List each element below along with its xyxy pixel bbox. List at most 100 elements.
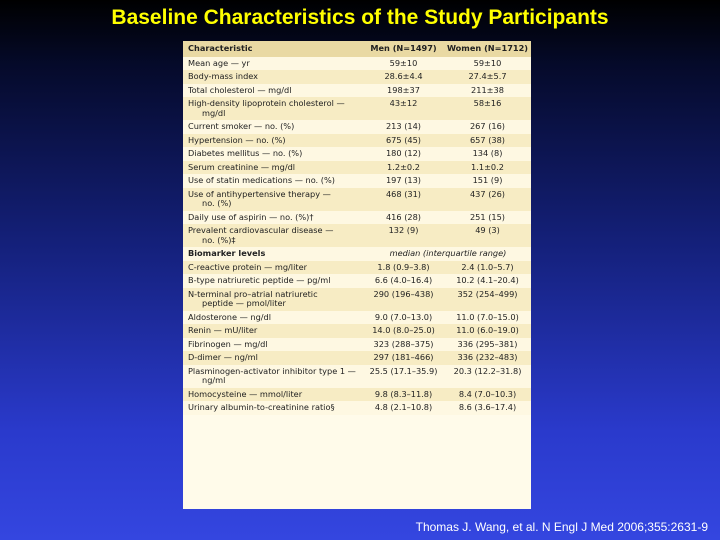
women-value: 8.4 (7.0–10.3): [444, 387, 531, 401]
women-value: 11.0 (6.0–19.0): [444, 324, 531, 338]
row-label: N-terminal pro–atrial natriuretic peptide…: [183, 287, 363, 311]
row-label: Prevalent cardiovascular disease — no. (%…: [183, 224, 363, 247]
row-label-text: Diabetes mellitus — no. (%): [188, 148, 303, 158]
row-label: Total cholesterol — mg/dl: [183, 83, 363, 97]
row-label: Current smoker — no. (%): [183, 120, 363, 134]
men-value: 213 (14): [363, 120, 444, 134]
men-value: 132 (9): [363, 224, 444, 247]
row-label-text: N-terminal pro–atrial natriuretic: [188, 288, 318, 299]
row-label: Hypertension — no. (%): [183, 133, 363, 147]
row-label-text: Use of statin medications — no. (%): [188, 175, 335, 185]
women-value: 58±16: [444, 97, 531, 120]
men-value: 28.6±4.4: [363, 70, 444, 84]
table-row: B-type natriuretic peptide — pg/ml 6.6 (4…: [183, 274, 531, 288]
table-header-row: Characteristic Men (N=1497) Women (N=171…: [183, 41, 531, 57]
women-value: 2.4 (1.0–5.7): [444, 260, 531, 274]
row-label: Use of statin medications — no. (%): [183, 174, 363, 188]
row-label: Fibrinogen — mg/dl: [183, 337, 363, 351]
row-label-text: Daily use of aspirin — no. (%)†: [188, 211, 314, 222]
table-row: Serum creatinine — mg/dl 1.2±0.2 1.1±0.2: [183, 160, 531, 174]
men-value: 323 (288–375): [363, 337, 444, 351]
row-label-text: Current smoker — no. (%): [188, 121, 295, 131]
row-label-text: Use of antihypertensive therapy —: [188, 188, 331, 199]
header-men: Men (N=1497): [363, 41, 444, 57]
men-value: 1.2±0.2: [363, 160, 444, 174]
row-label: Mean age — yr: [183, 56, 363, 70]
row-label: B-type natriuretic peptide — pg/ml: [183, 274, 363, 288]
men-value: 290 (196–438): [363, 287, 444, 311]
men-value: 1.8 (0.9–3.8): [363, 260, 444, 274]
table-row: Plasminogen-activator inhibitor type 1 —…: [183, 364, 531, 388]
table-row: N-terminal pro–atrial natriuretic peptide…: [183, 287, 531, 311]
men-value: 25.5 (17.1–35.9): [363, 364, 444, 388]
table-row: Urinary albumin-to-creatinine ratio§ 4.8 …: [183, 401, 531, 415]
table-row: Prevalent cardiovascular disease — no. (%…: [183, 224, 531, 247]
men-value: 43±12: [363, 97, 444, 120]
header-women: Women (N=1712): [444, 41, 531, 57]
header-characteristic: Characteristic: [183, 41, 363, 57]
women-value: 49 (3): [444, 224, 531, 247]
row-label-text: Mean age — yr: [188, 57, 250, 68]
men-value: 198±37: [363, 83, 444, 97]
women-value: 8.6 (3.6–17.4): [444, 401, 531, 415]
row-label: Daily use of aspirin — no. (%)†: [183, 210, 363, 224]
baseline-table: Characteristic Men (N=1497) Women (N=171…: [183, 41, 531, 415]
men-value: 197 (13): [363, 174, 444, 188]
men-value: 416 (28): [363, 210, 444, 224]
men-value: 468 (31): [363, 187, 444, 211]
table-row: Use of statin medications — no. (%) 197 (…: [183, 174, 531, 188]
row-label: Homocysteine — mmol/liter: [183, 387, 363, 401]
women-value: 10.2 (4.1–20.4): [444, 274, 531, 288]
table-row: C-reactive protein — mg/liter 1.8 (0.9–3.…: [183, 260, 531, 274]
row-label-text: Plasminogen-activator inhibitor type 1 —: [188, 365, 356, 376]
row-label-text: D-dimer — ng/ml: [188, 352, 258, 362]
women-value: 11.0 (7.0–15.0): [444, 310, 531, 324]
row-label: High-density lipoprotein cholesterol — mg…: [183, 97, 363, 120]
women-value: 211±38: [444, 83, 531, 97]
women-value: 20.3 (12.2–31.8): [444, 364, 531, 388]
row-label: Diabetes mellitus — no. (%): [183, 147, 363, 161]
women-value: 59±10: [444, 56, 531, 70]
women-value: 27.4±5.7: [444, 70, 531, 84]
row-label-text: Prevalent cardiovascular disease —: [188, 225, 334, 235]
row-label: Renin — mU/liter: [183, 324, 363, 338]
row-label-text: High-density lipoprotein cholesterol —: [188, 98, 345, 108]
table-row: Homocysteine — mmol/liter 9.8 (8.3–11.8) 8…: [183, 387, 531, 401]
row-label: Aldosterone — ng/dl: [183, 310, 363, 324]
women-value: 437 (26): [444, 187, 531, 211]
women-value: 657 (38): [444, 133, 531, 147]
men-value: 9.8 (8.3–11.8): [363, 387, 444, 401]
table-row: Hypertension — no. (%) 675 (45) 657 (38): [183, 133, 531, 147]
row-label-continuation: no. (%): [202, 198, 232, 208]
slide-title: Baseline Characteristics of the Study Pa…: [111, 6, 609, 29]
row-label-text: B-type natriuretic peptide — pg/ml: [188, 275, 331, 285]
row-label-text: Serum creatinine — mg/dl: [188, 161, 296, 172]
row-label-text: C-reactive protein — mg/liter: [188, 261, 307, 272]
men-value: 297 (181–466): [363, 351, 444, 365]
row-label-continuation: ng/ml: [202, 375, 226, 385]
row-label: Use of antihypertensive therapy — no. (%): [183, 187, 363, 211]
table-row: Current smoker — no. (%) 213 (14) 267 (16): [183, 120, 531, 134]
section-label: Biomarker levels: [183, 247, 363, 261]
table-row: Daily use of aspirin — no. (%)† 416 (28) 2…: [183, 210, 531, 224]
row-label-continuation: peptide — pmol/liter: [202, 298, 286, 308]
women-value: 352 (254–499): [444, 287, 531, 311]
women-value: 267 (16): [444, 120, 531, 134]
row-label: Body-mass index: [183, 70, 363, 84]
row-label-text: Fibrinogen — mg/dl: [188, 338, 268, 349]
table-row: High-density lipoprotein cholesterol — mg…: [183, 97, 531, 120]
section-row-biomarkers: Biomarker levels median (interquartile ra…: [183, 247, 531, 261]
row-label-continuation: mg/dl: [202, 107, 226, 118]
men-value: 9.0 (7.0–13.0): [363, 310, 444, 324]
men-value: 675 (45): [363, 133, 444, 147]
row-label-text: Aldosterone — ng/dl: [188, 311, 272, 322]
table-row: Renin — mU/liter 14.0 (8.0–25.0) 11.0 (6.0…: [183, 324, 531, 338]
women-value: 151 (9): [444, 174, 531, 188]
table-row: Fibrinogen — mg/dl 323 (288–375) 336 (295–…: [183, 337, 531, 351]
row-label: D-dimer — ng/ml: [183, 351, 363, 365]
women-value: 1.1±0.2: [444, 160, 531, 174]
women-value: 336 (232–483): [444, 351, 531, 365]
row-label-continuation: no. (%)‡: [202, 234, 236, 245]
table-row: Use of antihypertensive therapy — no. (%)…: [183, 187, 531, 211]
baseline-table-card: Characteristic Men (N=1497) Women (N=171…: [183, 41, 531, 509]
